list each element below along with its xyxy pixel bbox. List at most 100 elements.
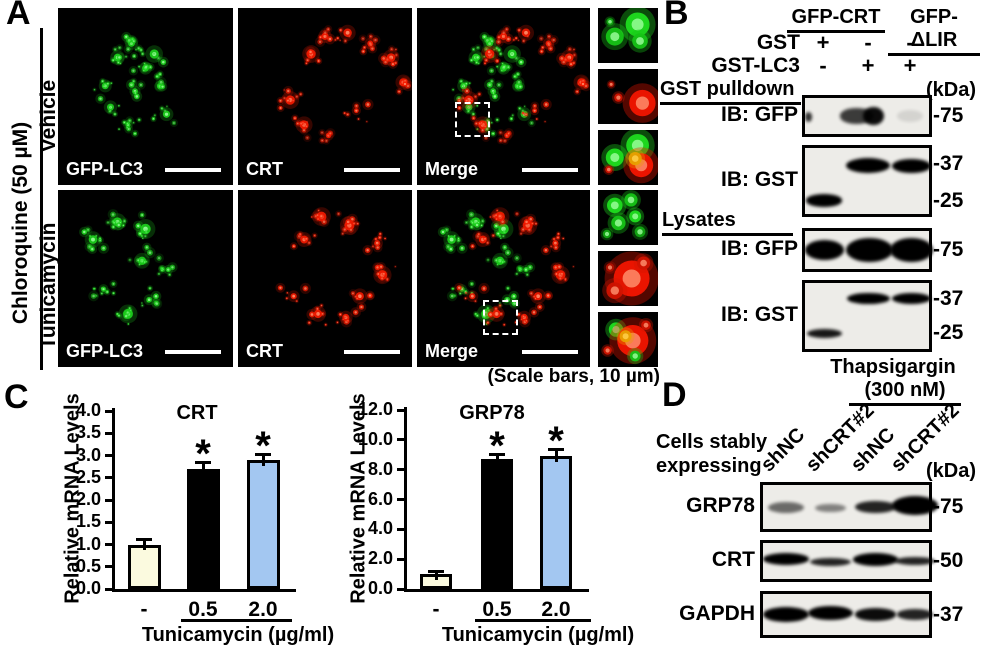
chart-crt-yticklabel-8: 4.0 — [75, 400, 101, 420]
panel-b-blot-0-1-label: IB: GST — [721, 168, 798, 191]
chart-crt-ytick-5 — [105, 476, 115, 480]
chart-crt-xlabel: Tunicamycin (µg/ml) — [141, 624, 335, 646]
panel-a-divider-line — [40, 28, 43, 370]
chart-grp78-xgroup-underline — [475, 619, 591, 622]
condition-symbol-0-0: + — [816, 30, 830, 55]
inset-zoom-0-1 — [598, 69, 663, 124]
chart-grp78-ytick-5 — [397, 438, 407, 442]
micrograph-vehicle-crt: CRT — [238, 8, 414, 185]
cells-stably-label: Cells stably — [656, 431, 768, 453]
roi-dashed-box — [455, 101, 491, 137]
chart-grp78-yticklabel-5: 10.0 — [357, 428, 393, 449]
chart-crt-ylabel: Relative mRNA Levels — [61, 393, 84, 604]
chart-crt-errorbar-cap-0 — [136, 538, 152, 542]
treatment-name-thapsigargin: Thapsigargin — [830, 356, 956, 378]
condition-symbol-1-1: + — [861, 53, 875, 78]
scale-bar — [344, 349, 400, 354]
chart-grp78-ytick-1 — [397, 557, 407, 561]
micrograph-image — [79, 209, 178, 326]
panel-b-blot-0-1-band-1 — [891, 159, 931, 173]
chart-crt-errorbar-stem-1 — [201, 464, 205, 475]
panel-d-label: D — [662, 376, 687, 414]
micrograph-label: GFP-LC3 — [66, 341, 144, 361]
micrograph-image — [601, 317, 657, 365]
inset-zoom-0-2 — [598, 128, 660, 185]
panel-d-blot-1-band-2 — [852, 553, 898, 567]
panel-b-blot-1-0-band-1 — [846, 237, 893, 263]
section-label-lysates: Lysates — [662, 209, 793, 236]
chart-crt-errorbar-cap-2 — [255, 453, 271, 457]
scale-bar — [522, 349, 578, 354]
group-header-gfp-dlir: GFP-ΔLIR — [888, 6, 980, 56]
chart-grp78-yticklabel-6: 12.0 — [357, 399, 393, 419]
chart-crt-yticklabel-2: 1.0 — [75, 533, 101, 554]
panel-b-blot-1-0-marker-0: -75 — [933, 238, 964, 261]
panel-d-blot-1-band-1 — [809, 557, 852, 566]
chart-crt-x-axis — [112, 589, 296, 592]
chart-grp78-sig-asterisk-1: * — [489, 424, 505, 469]
micrograph-image — [602, 251, 659, 306]
micrograph-label: CRT — [246, 159, 283, 179]
scale-bar — [522, 167, 578, 172]
group-header-gfp-crt: GFP-CRT — [787, 6, 885, 33]
panel-b-blot-1-0-band-0 — [804, 240, 844, 260]
panel-b-blot-1-1-band-1 — [891, 293, 931, 305]
panel-b-blot-0-0-label: IB: GFP — [721, 103, 798, 126]
chart-grp78-ylabel: Relative mRNA Levels — [347, 393, 370, 604]
chart-grp78-errorbar-cap-1 — [489, 453, 505, 457]
panel-d-blot-0-band-0 — [767, 501, 804, 513]
panel-d-blot-2-marker-0: -37 — [933, 602, 964, 626]
chart-crt-yticklabel-5: 2.5 — [75, 466, 101, 487]
panel-b-blot-0-1-band-2 — [805, 194, 843, 207]
panel-b-blot-0-0-marker-0: -75 — [933, 104, 964, 127]
inset-zoom-1-0 — [598, 190, 658, 245]
micrograph-image — [92, 31, 179, 138]
micrograph-image — [600, 190, 649, 241]
scale-bar-note: (Scale bars, 10 µm) — [487, 366, 660, 387]
condition-symbol-1-0: - — [819, 53, 827, 78]
chart-grp78-errorbar-stem-1 — [495, 456, 499, 466]
chart-crt-yticklabel-6: 3.0 — [75, 444, 101, 465]
chart-grp78-yticklabel-4: 8.0 — [367, 458, 393, 479]
panel-b-blot-1-0-band-2 — [889, 237, 933, 263]
panel-b-blot-0-0-band-3 — [896, 110, 923, 122]
panel-b-blot-0-1-band-0 — [846, 158, 891, 174]
panel-b-blot-1-1-marker-0: -37 — [933, 286, 964, 310]
panel-b-blot-0-0-band-0 — [804, 111, 813, 123]
condition-symbol-1-2: + — [903, 53, 917, 78]
panel-b-blot-0-1-marker-0: -37 — [933, 152, 964, 176]
condition-symbol-0-1: - — [864, 30, 872, 55]
chart-grp78-errorbar-cap-0 — [428, 569, 444, 573]
micrograph-label: CRT — [246, 341, 283, 361]
chart-grp78-yticklabel-3: 6.0 — [367, 488, 393, 509]
panel-c-label: C — [4, 378, 29, 416]
micrograph-tunicamycin-crt: CRT — [238, 190, 412, 367]
panel-d-blot-2-band-3 — [896, 609, 933, 620]
expressing-label: expressing — [656, 455, 762, 477]
chart-crt-category-label-2: 2.0 — [248, 598, 278, 621]
condition-row-label-gst: GST — [756, 31, 800, 54]
chart-grp78-yticklabel-1: 2.0 — [367, 548, 393, 569]
panel-d-blot-0-band-2 — [854, 500, 896, 514]
scale-bar — [344, 167, 400, 172]
condition-symbol-0-2: - — [906, 30, 914, 55]
chart-grp78-xlabel: Tunicamycin (µg/ml) — [441, 624, 635, 646]
micrograph-label: Merge — [425, 341, 479, 361]
panel-b-blot-1-1-marker-1: -25 — [933, 321, 964, 345]
panel-d-blot-1-band-0 — [762, 553, 810, 565]
chart-grp78-category-label-2: 2.0 — [541, 598, 571, 621]
roi-dashed-box — [482, 299, 518, 335]
chart-crt-yticklabel-3: 1.5 — [75, 511, 101, 532]
chart-grp78-ytick-6 — [397, 408, 407, 412]
treatment-dose: (300 nM) — [849, 379, 961, 406]
micrograph-label: GFP-LC3 — [66, 159, 144, 179]
chart-crt-ytick-3 — [105, 520, 115, 524]
panel-d-blot-0-band-3 — [891, 496, 939, 515]
panel-d-blot-2-band-0 — [762, 606, 810, 622]
micrograph-image — [275, 207, 397, 328]
chart-crt-yticklabel-7: 3.5 — [75, 422, 101, 443]
micrograph-label: Merge — [425, 159, 479, 179]
chart-grp78-yticklabel-2: 4.0 — [367, 518, 393, 539]
chart-crt-ytick-0 — [105, 587, 115, 591]
